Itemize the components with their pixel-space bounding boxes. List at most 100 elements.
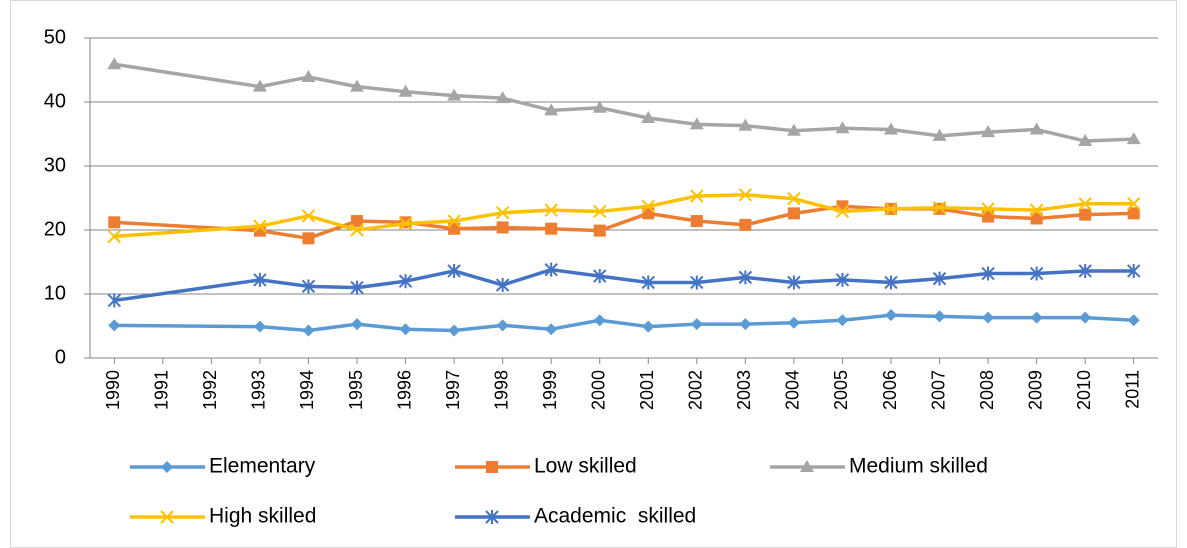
data-point	[1079, 208, 1092, 221]
data-point	[351, 318, 363, 331]
x-tick-label: 1991	[152, 370, 172, 410]
data-point	[108, 319, 121, 332]
x-tick-label: 1995	[346, 370, 366, 410]
data-point	[253, 219, 267, 233]
data-point	[350, 79, 364, 92]
data-point	[495, 278, 510, 293]
y-tick-label: 10	[44, 282, 66, 304]
x-tick-label: 2009	[1025, 370, 1045, 410]
data-point	[107, 229, 121, 244]
data-point	[689, 117, 704, 130]
data-point	[398, 216, 413, 231]
y-tick-label: 30	[44, 154, 66, 176]
data-point	[351, 215, 363, 228]
data-point	[739, 318, 752, 331]
data-point	[496, 221, 509, 234]
data-point	[1030, 212, 1043, 225]
y-tick-label: 40	[44, 90, 66, 112]
data-point	[447, 214, 461, 228]
x-tick-label: 2001	[637, 370, 657, 410]
data-point	[301, 279, 316, 294]
data-point	[884, 275, 898, 290]
data-point	[690, 189, 704, 203]
y-tick-label: 0	[55, 346, 66, 368]
data-point	[982, 210, 995, 223]
data-point	[302, 324, 315, 337]
data-point	[835, 121, 850, 134]
data-point	[350, 223, 364, 237]
data-point	[835, 272, 850, 287]
series-line	[114, 62, 1134, 143]
data-point	[252, 79, 267, 92]
data-point	[495, 91, 510, 104]
x-tick-label: 1994	[297, 370, 317, 410]
legend-label: Academic skilled	[534, 505, 696, 528]
x-tick-label: 2011	[1122, 370, 1142, 409]
data-point	[107, 293, 121, 308]
data-point	[932, 200, 947, 215]
data-point	[884, 202, 898, 216]
x-tick-label: 1990	[103, 370, 123, 410]
data-point	[885, 309, 897, 322]
data-point	[1078, 263, 1092, 278]
data-point	[642, 320, 655, 333]
data-point	[641, 275, 655, 290]
legend-label: Medium skilled	[849, 455, 988, 478]
data-point	[302, 232, 315, 245]
data-point	[787, 191, 801, 206]
data-point	[301, 209, 316, 223]
data-point	[1127, 314, 1140, 327]
data-point	[641, 111, 656, 123]
x-tick-label: 2005	[831, 370, 851, 410]
data-point	[1078, 134, 1093, 147]
data-point	[1126, 132, 1141, 145]
series-line	[114, 267, 1134, 303]
data-point	[787, 207, 800, 220]
data-point	[738, 270, 753, 285]
data-point	[544, 203, 558, 217]
legend-label: Elementary	[209, 455, 316, 478]
data-point	[1029, 266, 1044, 281]
data-point	[448, 222, 461, 235]
data-point	[593, 224, 606, 237]
data-point	[1029, 203, 1044, 217]
data-point	[108, 216, 121, 229]
series-line	[114, 313, 1134, 333]
legend-marker	[161, 461, 173, 473]
data-point	[350, 280, 364, 295]
data-point	[593, 314, 606, 327]
data-point	[544, 262, 558, 277]
data-point	[786, 123, 801, 136]
data-point	[398, 84, 413, 97]
legend-marker	[800, 460, 814, 472]
data-point	[738, 118, 753, 131]
data-point	[253, 272, 267, 287]
data-point	[836, 314, 849, 327]
y-tick-label: 50	[44, 26, 66, 48]
data-point	[787, 275, 801, 290]
x-tick-label: 2010	[1074, 370, 1094, 410]
data-point	[593, 204, 607, 219]
x-tick-label: 1997	[443, 370, 463, 410]
data-point	[544, 103, 559, 116]
data-point	[1127, 207, 1140, 220]
data-point	[982, 311, 995, 324]
legend-marker	[160, 510, 174, 524]
x-tick-label: 2002	[686, 370, 706, 410]
legend-label: Low skilled	[534, 455, 637, 478]
legend-marker	[486, 461, 498, 473]
data-point	[641, 199, 655, 214]
data-point	[545, 323, 558, 336]
data-point	[545, 222, 558, 235]
data-point	[448, 324, 461, 337]
x-tick-label: 1992	[200, 370, 220, 410]
data-point	[593, 269, 607, 284]
x-tick-label: 2006	[880, 370, 900, 410]
data-point	[932, 271, 947, 286]
data-point	[690, 215, 703, 228]
x-tick-label: 2004	[783, 370, 803, 410]
data-point	[496, 319, 509, 332]
data-point	[690, 275, 704, 290]
series-line	[114, 204, 1134, 241]
